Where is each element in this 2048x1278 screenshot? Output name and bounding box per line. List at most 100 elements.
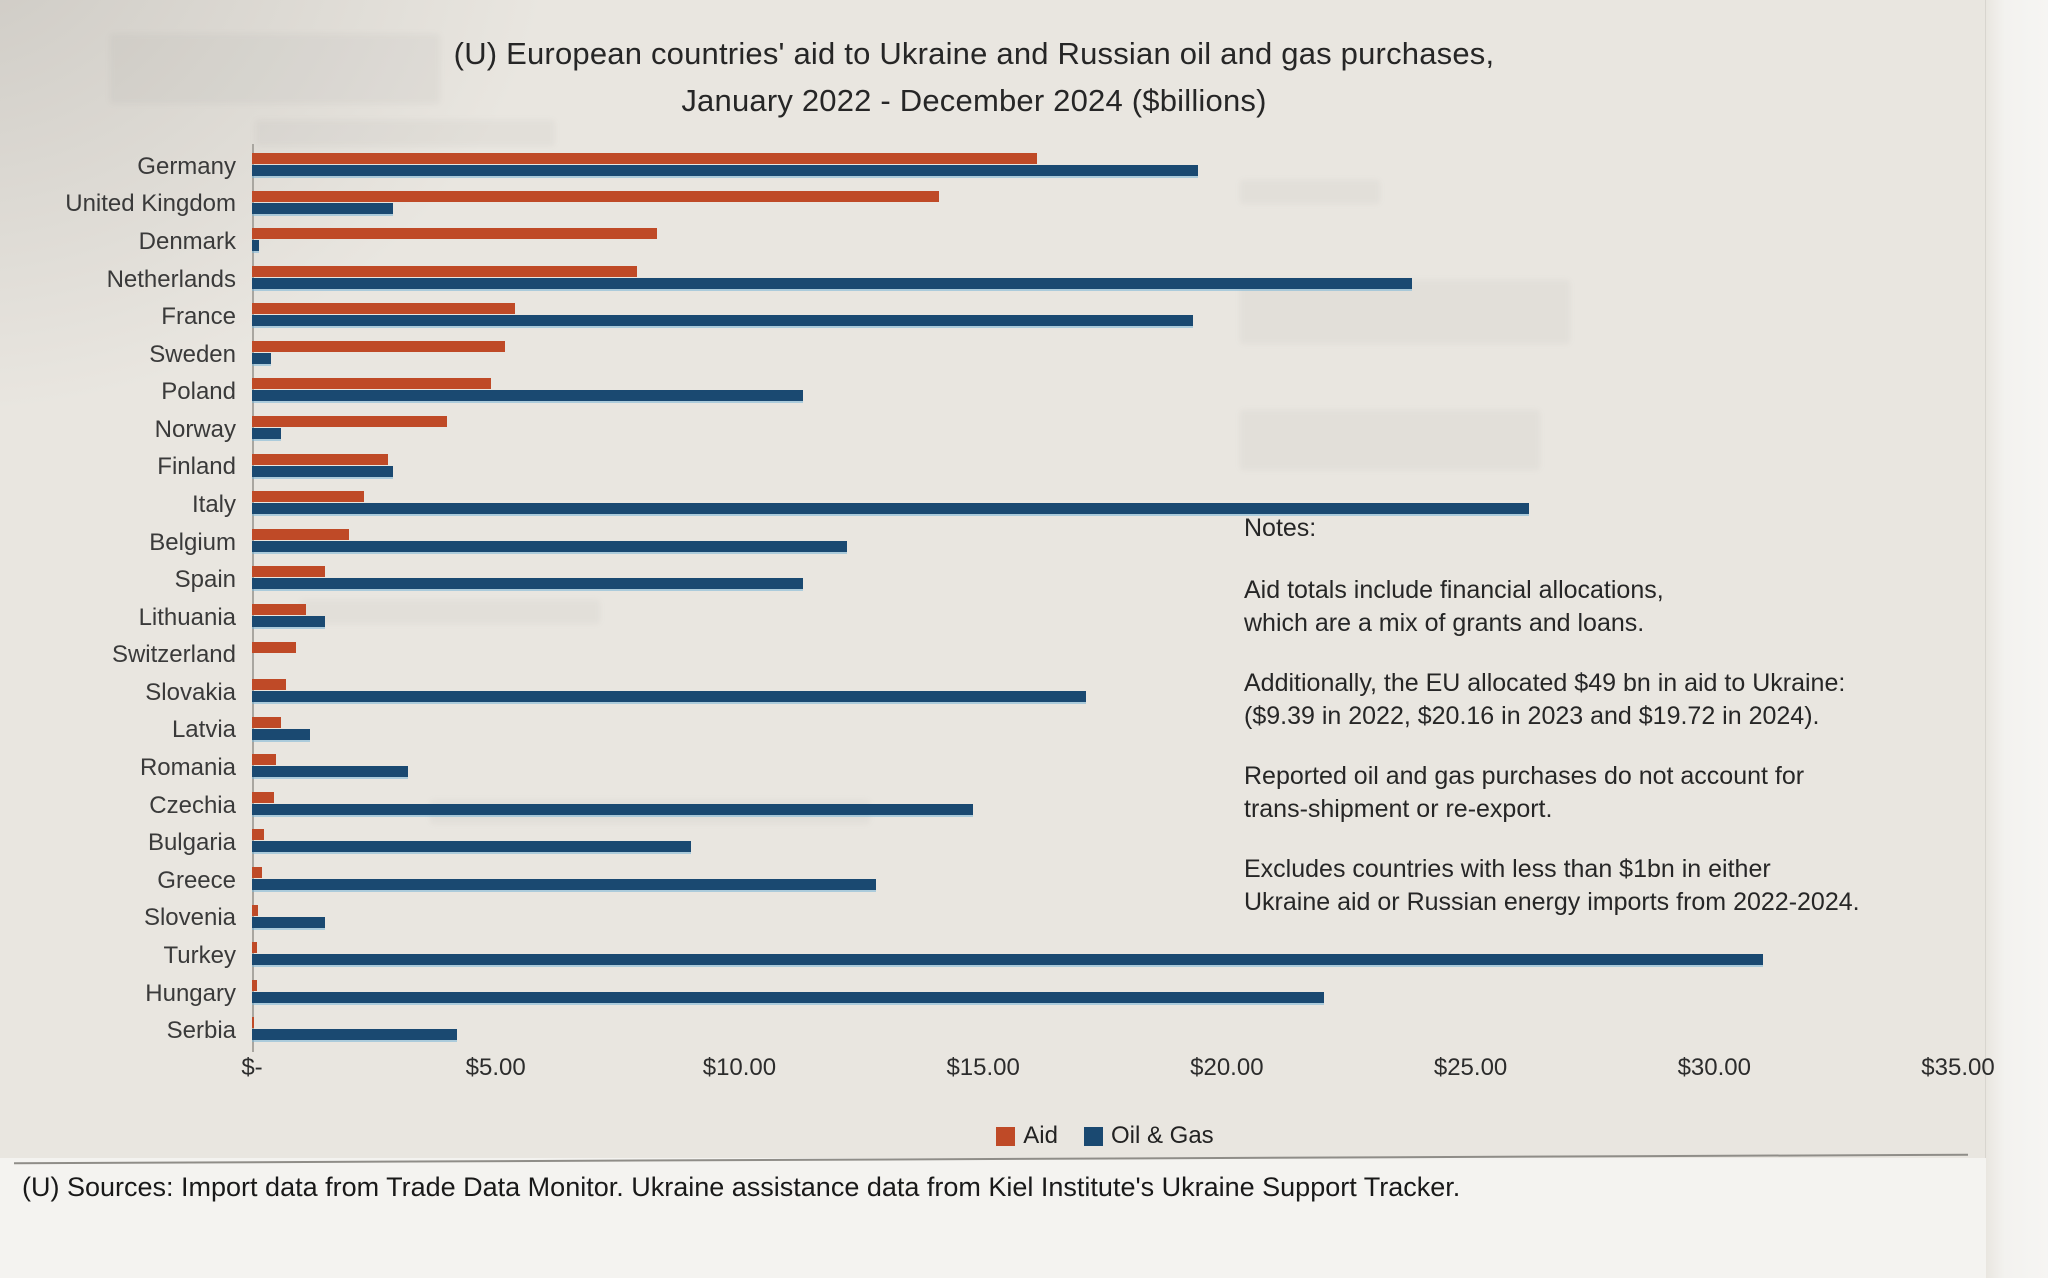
chart-title-line1: (U) European countries' aid to Ukraine a… (453, 36, 1495, 71)
oil-gas-bar (252, 691, 1086, 703)
aid-bar (252, 1017, 255, 1029)
oil-gas-bar (252, 240, 260, 252)
bar-row: Greece (157, 862, 1958, 900)
bar-row: Lithuania (139, 599, 1958, 637)
country-label: Bulgaria (147, 829, 236, 857)
country-label: Netherlands (106, 265, 236, 293)
aid-bar (252, 979, 257, 991)
bar-row: Spain (175, 561, 1958, 599)
bottom-band (0, 1158, 1986, 1278)
x-tick-label: $- (241, 1054, 263, 1081)
x-tick-label: $25.00 (1433, 1054, 1508, 1081)
country-label: Germany (137, 152, 236, 180)
legend-label: Oil & Gas (1110, 1122, 1214, 1149)
y-axis-line (252, 144, 254, 1052)
bar-row: Finland (157, 449, 1958, 487)
bleedthrough-ghost (255, 120, 555, 146)
bar-row: Latvia (172, 712, 1958, 750)
country-label: Slovenia (143, 904, 236, 932)
oil-gas-bar (252, 428, 282, 440)
note-block: Excludes countries with less than $1bn i… (1244, 853, 1904, 919)
aid-bar (252, 153, 1037, 164)
bleedthrough-ghost (110, 34, 440, 104)
legend-item-aid: Aid (996, 1122, 1058, 1150)
oil-gas-bar (252, 1029, 457, 1041)
chart-title-line2: January 2022 - December 2024 ($billions) (681, 83, 1267, 118)
bar-row: Italy (192, 486, 1958, 524)
country-label: Denmark (138, 227, 236, 255)
legend: Aid Oil & Gas (252, 1122, 1958, 1150)
note-block: Aid totals include financial allocations… (1244, 574, 1904, 640)
bar-row: Belgium (149, 524, 1958, 562)
bleedthrough-ghost (1240, 280, 1570, 344)
note-block: Additionally, the EU allocated $49 bn in… (1244, 667, 1904, 733)
country-label: Belgium (149, 528, 236, 556)
legend-item-oil-gas: Oil & Gas (1083, 1122, 1214, 1150)
oil-gas-bar (252, 578, 803, 590)
bar-row: Slovakia (145, 674, 1958, 712)
bar-row: Poland (161, 373, 1958, 411)
aid-bar (252, 340, 506, 352)
country-label: Switzerland (111, 641, 236, 669)
aid-bar (252, 303, 516, 315)
country-label: Romania (139, 754, 236, 782)
note-line: Ukraine aid or Russian energy imports fr… (1244, 888, 1860, 916)
oil-gas-bar (252, 954, 1764, 966)
aid-bar (252, 829, 265, 841)
country-label: Finland (157, 453, 236, 481)
note-line: trans-shipment or re-export. (1244, 795, 1553, 823)
country-label: Slovakia (145, 678, 236, 706)
country-label: Spain (174, 566, 236, 594)
bar-row: Switzerland (112, 637, 1958, 675)
bar-row: Serbia (167, 1012, 1958, 1050)
chart-title: (U) European countries' aid to Ukraine a… (160, 30, 1788, 124)
note-block: Reported oil and gas purchases do not ac… (1244, 760, 1904, 826)
note-line: Additionally, the EU allocated $49 bn in… (1244, 669, 1846, 697)
country-label: Hungary (145, 979, 236, 1007)
aid-bar (252, 679, 287, 691)
bar-row: Turkey (164, 937, 1958, 975)
aid-bar (252, 453, 389, 465)
oil-gas-bar (252, 878, 876, 890)
oil-gas-bar (252, 728, 311, 740)
aid-bar (252, 378, 491, 390)
bar-row: Hungary (145, 975, 1958, 1013)
note-line: Excludes countries with less than $1bn i… (1244, 855, 1771, 883)
country-label: Greece (157, 866, 236, 894)
x-tick-label: $20.00 (1190, 1054, 1264, 1081)
bar-row: Netherlands (107, 261, 1958, 299)
aid-bar (252, 528, 350, 540)
oil-gas-bar (252, 503, 1530, 515)
x-tick-label: $5.00 (465, 1054, 526, 1081)
note-line: ($9.39 in 2022, $20.16 in 2023 and $19.7… (1244, 702, 1820, 730)
notes-items: Aid totals include financial allocations… (1244, 574, 1904, 919)
bar-row: Slovenia (144, 900, 1958, 938)
bar-row: France (161, 298, 1958, 336)
aid-bar (252, 603, 306, 615)
oil-gas-bar (252, 277, 1413, 289)
country-label: Turkey (163, 941, 236, 969)
oil-gas-bar (252, 916, 326, 928)
aid-bar (252, 641, 296, 653)
bar-row: Germany (137, 148, 1958, 186)
bar-row: Denmark (139, 223, 1958, 261)
oil-gas-bar (252, 465, 394, 477)
x-tick-label: $10.00 (702, 1054, 777, 1081)
plot-rows: Germany United Kingdom Denmark Netherlands F… (65, 148, 1958, 1050)
aid-bar (252, 791, 274, 803)
oil-gas-bar (252, 841, 691, 853)
country-label: Italy (191, 490, 236, 518)
x-axis: $- $5.00 $10.00 $15.00 $20.00 $25.00 $30.00 $35… (241, 1054, 1994, 1086)
legend-swatch-aid (996, 1126, 1016, 1146)
country-label: Norway (154, 415, 236, 443)
note-line: Aid totals include financial allocations… (1244, 576, 1664, 604)
bleedthrough-ghost (1240, 180, 1380, 204)
bar-row: United Kingdom (65, 186, 1958, 224)
source-line: (U) Sources: Import data from Trade Data… (22, 1172, 1461, 1202)
legend-swatch-oil-gas (1083, 1126, 1103, 1146)
country-label: France (161, 303, 236, 331)
aid-bar (252, 416, 447, 428)
aid-bar (252, 716, 282, 728)
bleedthrough-ghost (300, 600, 600, 624)
